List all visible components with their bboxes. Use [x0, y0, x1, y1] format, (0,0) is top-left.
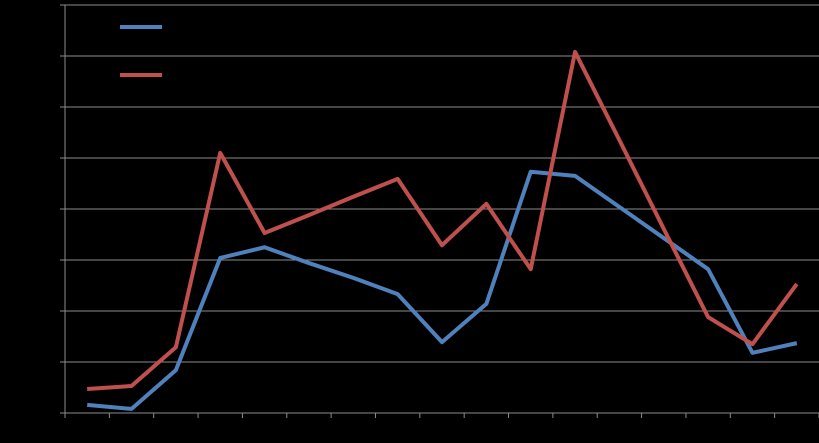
- series-line: [87, 49, 799, 392]
- series-line: [86, 169, 798, 411]
